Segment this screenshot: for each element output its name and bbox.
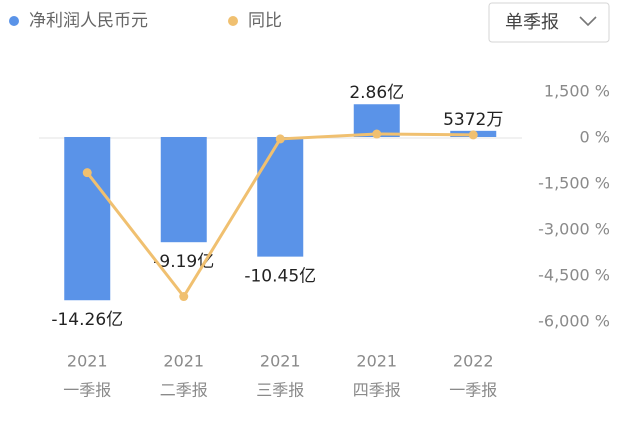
- data-label: 5372万: [443, 110, 503, 130]
- data-label: -9.19亿: [153, 252, 214, 272]
- x-tick-label: 四季报: [353, 381, 401, 400]
- bar: [257, 136, 304, 257]
- x-tick-label: 2021: [356, 352, 397, 371]
- line-point: [179, 292, 189, 302]
- legend-label: 净利润人民币元: [29, 11, 148, 31]
- line-point: [275, 134, 285, 144]
- y2-tick-label: 1,500 %: [544, 82, 610, 101]
- x-tick-label: 2022: [453, 352, 494, 371]
- x-tick-label: 一季报: [449, 381, 497, 400]
- legend-label: 同比: [248, 11, 282, 31]
- line-point: [82, 168, 92, 178]
- x-tick-label: 一季报: [63, 381, 111, 400]
- bar: [64, 136, 111, 301]
- dropdown-box[interactable]: [488, 2, 610, 43]
- y2-tick-label: -1,500 %: [538, 174, 610, 193]
- x-tick-label: 2021: [260, 352, 301, 371]
- bar: [160, 136, 207, 243]
- x-tick-label: 2021: [163, 352, 204, 371]
- x-tick-label: 二季报: [160, 381, 208, 400]
- data-label: 2.86亿: [349, 83, 404, 103]
- dropdown-label[interactable]: 单季报: [505, 12, 559, 33]
- data-label: -14.26亿: [51, 310, 123, 330]
- x-tick-label: 三季报: [256, 381, 304, 400]
- y2-tick-label: -6,000 %: [538, 312, 610, 331]
- x-tick-label: 2021: [67, 352, 108, 371]
- y2-tick-label: 0 %: [580, 128, 610, 147]
- legend-swatch: [9, 16, 19, 26]
- line-point: [468, 130, 478, 140]
- legend-swatch: [228, 16, 238, 26]
- y2-tick-label: -3,000 %: [538, 220, 610, 239]
- line-point: [372, 129, 382, 139]
- chevron[interactable]: [579, 16, 597, 27]
- y2-tick-label: -4,500 %: [538, 266, 610, 285]
- data-label: -10.45亿: [244, 267, 316, 287]
- period-selector[interactable]: 单季报: [488, 2, 610, 43]
